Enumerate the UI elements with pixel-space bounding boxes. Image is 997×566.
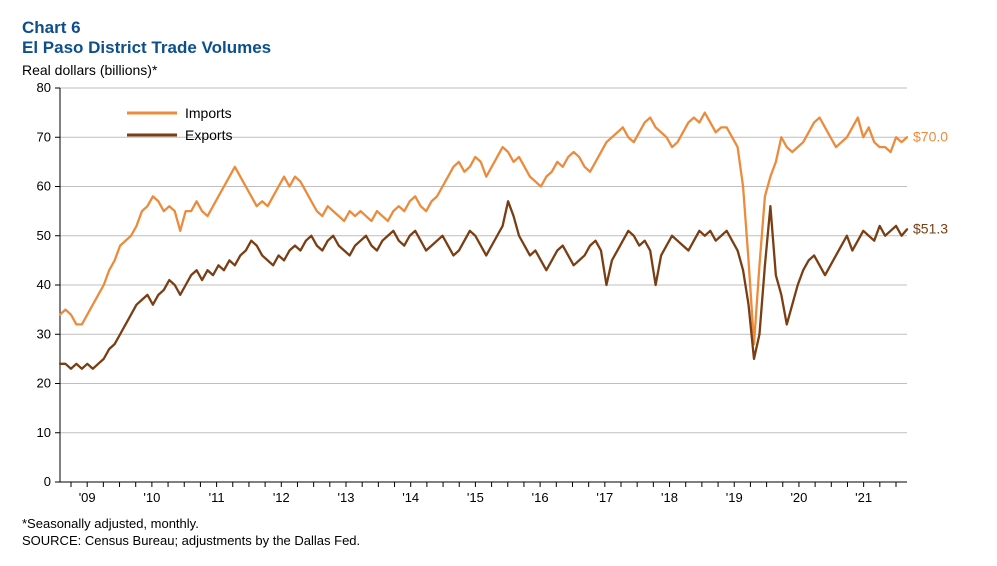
svg-text:Imports: Imports — [185, 105, 232, 121]
svg-text:70: 70 — [37, 129, 51, 144]
svg-text:$51.3: $51.3 — [913, 220, 948, 236]
svg-text:10: 10 — [37, 425, 51, 440]
chart-plot: 0 10 20 30 40 50 60 70 80 '09 '10 '11 '12 '13 '14 '15 '1… — [22, 80, 962, 510]
y-axis-label: Real dollars (billions)* — [22, 62, 975, 78]
footnote: *Seasonally adjusted, monthly. — [22, 516, 975, 531]
svg-text:0: 0 — [44, 474, 51, 489]
svg-text:'19: '19 — [726, 490, 743, 505]
svg-text:$70.0: $70.0 — [913, 128, 948, 144]
svg-text:'21: '21 — [855, 490, 872, 505]
chart-svg: 0 10 20 30 40 50 60 70 80 '09 '10 '11 '12 '13 '14 '15 '1… — [22, 80, 962, 510]
chart-title: El Paso District Trade Volumes — [22, 38, 975, 58]
svg-text:'15: '15 — [467, 490, 484, 505]
svg-text:'14: '14 — [402, 490, 419, 505]
source-line: SOURCE: Census Bureau; adjustments by th… — [22, 533, 975, 548]
svg-text:'17: '17 — [596, 490, 613, 505]
svg-text:40: 40 — [37, 277, 51, 292]
svg-text:60: 60 — [37, 179, 51, 194]
chart-number: Chart 6 — [22, 18, 975, 38]
svg-text:'18: '18 — [661, 490, 678, 505]
svg-text:'13: '13 — [338, 490, 355, 505]
svg-text:Exports: Exports — [185, 127, 232, 143]
svg-text:'16: '16 — [532, 490, 549, 505]
svg-text:50: 50 — [37, 228, 51, 243]
svg-text:'10: '10 — [143, 490, 160, 505]
svg-text:30: 30 — [37, 326, 51, 341]
svg-text:20: 20 — [37, 376, 51, 391]
svg-text:'11: '11 — [209, 490, 225, 505]
svg-text:'20: '20 — [790, 490, 807, 505]
svg-text:'12: '12 — [273, 490, 290, 505]
svg-text:80: 80 — [37, 80, 51, 95]
svg-text:'09: '09 — [79, 490, 96, 505]
